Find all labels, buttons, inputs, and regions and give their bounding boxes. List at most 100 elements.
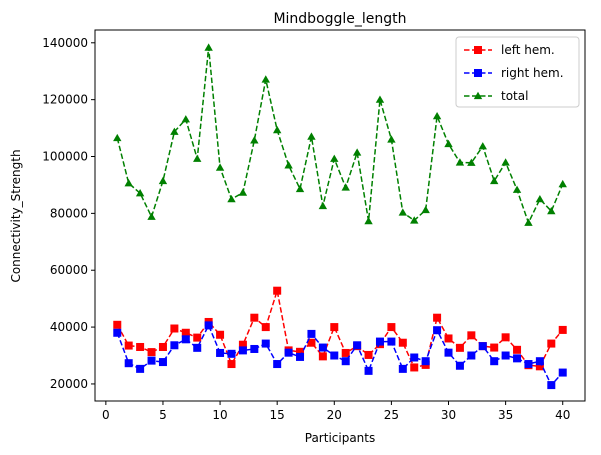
y-tick-label: 140000 xyxy=(42,36,88,50)
x-tick-label: 35 xyxy=(498,408,513,422)
data-point-total xyxy=(193,154,202,162)
data-point-right-hem xyxy=(535,357,544,366)
data-point-right-hem xyxy=(204,321,213,330)
data-point-left-hem xyxy=(444,334,453,343)
legend-marker xyxy=(474,46,482,54)
data-point-right-hem xyxy=(478,342,487,351)
data-point-left-hem xyxy=(558,325,567,334)
data-point-right-hem xyxy=(238,346,247,355)
series-total xyxy=(113,43,567,226)
data-point-right-hem xyxy=(410,353,419,362)
legend-item-left-hem: left hem. xyxy=(464,43,555,57)
data-point-total xyxy=(341,183,350,191)
data-point-right-hem xyxy=(421,357,430,366)
data-point-total xyxy=(272,125,282,134)
legend-item-right-hem: right hem. xyxy=(464,66,564,80)
data-point-right-hem xyxy=(193,343,202,352)
y-tick-label: 40000 xyxy=(50,320,88,334)
legend: left hem. right hem. total xyxy=(455,36,580,108)
y-tick-label: 120000 xyxy=(42,93,88,107)
data-point-left-hem xyxy=(193,333,202,342)
x-tick-label: 10 xyxy=(212,408,227,422)
data-point-left-hem xyxy=(181,328,190,337)
data-point-right-hem xyxy=(387,337,396,346)
data-point-right-hem xyxy=(158,358,167,367)
data-point-right-hem xyxy=(501,351,510,360)
data-point-total xyxy=(535,194,545,203)
data-point-total xyxy=(307,132,316,140)
data-point-left-hem xyxy=(170,324,179,333)
data-point-left-hem xyxy=(227,360,236,369)
data-point-total xyxy=(181,115,191,123)
data-point-left-hem xyxy=(261,323,270,332)
data-point-total xyxy=(204,43,213,51)
data-point-right-hem xyxy=(353,341,362,350)
data-point-right-hem xyxy=(284,348,293,357)
data-point-total xyxy=(410,216,419,224)
data-point-total xyxy=(444,139,453,148)
series-line-left-hem xyxy=(116,290,564,369)
data-point-left-hem xyxy=(341,348,350,357)
data-point-left-hem xyxy=(490,343,499,352)
data-point-right-hem xyxy=(124,359,133,368)
y-tick-label: 60000 xyxy=(50,263,88,277)
data-point-total xyxy=(113,133,122,142)
data-point-total xyxy=(364,216,373,225)
data-point-total xyxy=(421,205,430,214)
data-point-right-hem xyxy=(227,349,236,358)
data-point-total xyxy=(261,75,270,83)
data-point-total xyxy=(387,135,396,143)
data-point-right-hem xyxy=(444,348,453,357)
data-point-right-hem xyxy=(524,360,533,369)
data-point-total xyxy=(330,154,339,162)
data-point-right-hem xyxy=(433,326,442,335)
data-point-right-hem xyxy=(136,364,145,373)
data-point-left-hem xyxy=(250,313,259,322)
data-point-total xyxy=(478,142,487,150)
series-line-total xyxy=(116,47,564,225)
x-tick-label: 25 xyxy=(384,408,399,422)
data-point-right-hem xyxy=(341,357,350,366)
data-point-right-hem xyxy=(318,343,327,352)
data-point-total xyxy=(215,163,225,171)
y-axis-label: Connectivity_Strength xyxy=(9,149,23,282)
data-point-total xyxy=(375,95,385,103)
legend-box xyxy=(455,36,580,108)
data-point-left-hem xyxy=(273,286,282,295)
y-tick-label: 20000 xyxy=(50,377,88,391)
data-point-right-hem xyxy=(181,335,190,344)
data-point-right-hem xyxy=(307,329,316,338)
data-point-left-hem xyxy=(364,350,373,359)
data-point-right-hem xyxy=(261,339,270,348)
data-point-right-hem xyxy=(513,354,522,363)
data-point-left-hem xyxy=(467,331,476,340)
data-point-total xyxy=(352,148,362,156)
x-tick-label: 15 xyxy=(270,408,285,422)
data-point-right-hem xyxy=(455,361,464,370)
legend-label: right hem. xyxy=(501,66,564,80)
x-axis-label: Participants xyxy=(305,431,376,445)
data-point-left-hem xyxy=(501,333,510,342)
data-point-total xyxy=(455,158,465,166)
data-point-left-hem xyxy=(513,345,522,354)
y-tick-label: 80000 xyxy=(50,206,88,220)
data-point-left-hem xyxy=(398,338,407,347)
data-point-right-hem xyxy=(250,344,259,353)
data-point-total xyxy=(238,188,248,196)
data-point-left-hem xyxy=(113,320,122,329)
data-point-total xyxy=(124,179,133,187)
data-point-total xyxy=(250,136,259,144)
data-point-left-hem xyxy=(455,343,464,352)
data-point-left-hem xyxy=(238,340,247,349)
data-point-total xyxy=(170,127,179,135)
data-point-left-hem xyxy=(387,323,396,332)
data-point-left-hem xyxy=(136,342,145,351)
data-point-right-hem xyxy=(330,351,339,360)
data-point-right-hem xyxy=(113,328,122,337)
data-point-right-hem xyxy=(216,348,225,357)
x-tick-label: 20 xyxy=(327,408,342,422)
data-point-total xyxy=(547,206,556,215)
data-point-left-hem xyxy=(330,323,339,332)
data-point-left-hem xyxy=(535,362,544,371)
data-point-total xyxy=(524,218,533,226)
